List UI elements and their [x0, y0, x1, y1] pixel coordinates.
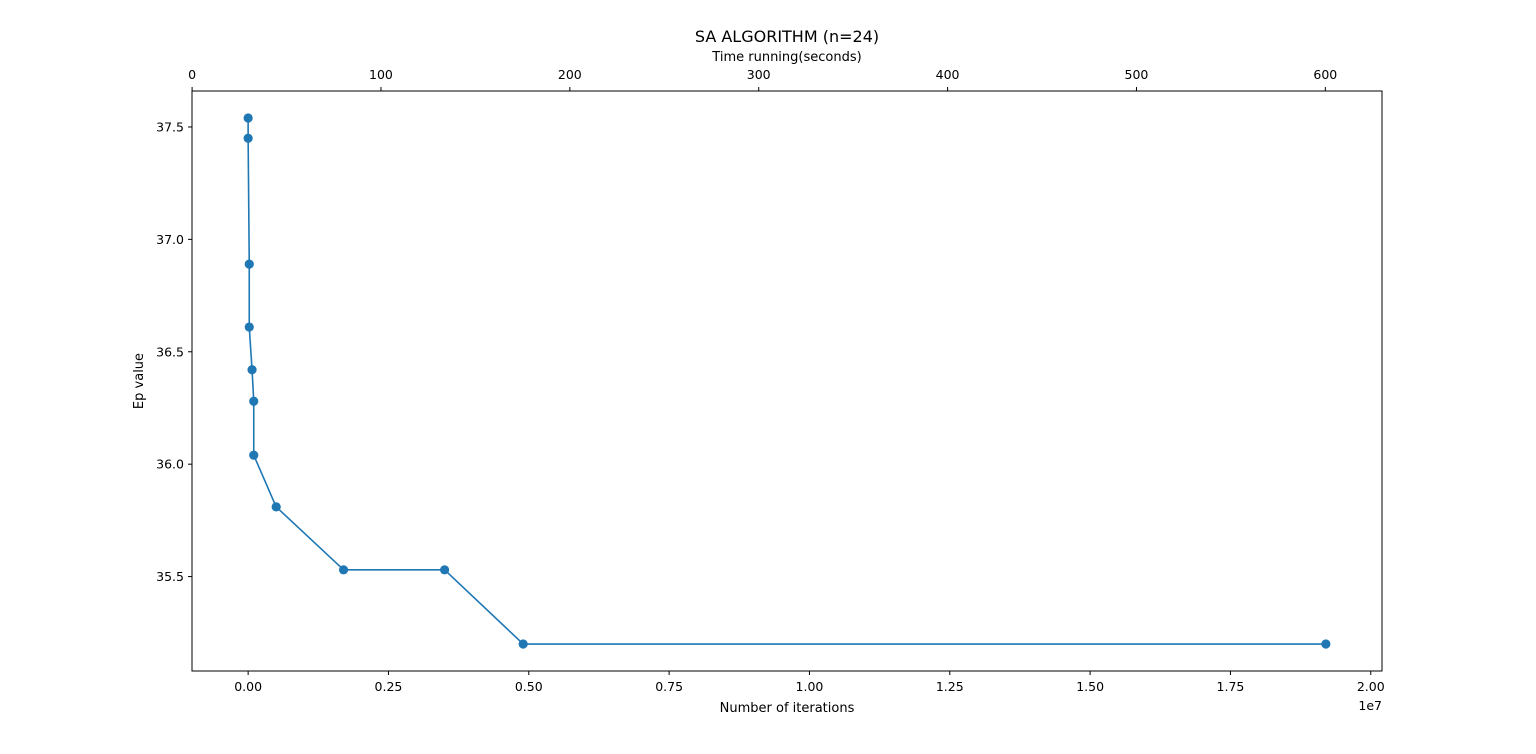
data-point: [244, 322, 254, 332]
x-tick-label: 0.00: [234, 679, 262, 694]
data-point: [249, 396, 259, 406]
x-tick-label: 1.75: [1217, 679, 1245, 694]
data-point: [249, 450, 259, 460]
data-point: [247, 365, 257, 375]
x2-tick-label: 600: [1313, 67, 1337, 82]
data-point: [244, 259, 254, 269]
data-point: [243, 133, 253, 143]
y-tick-label: 37.5: [156, 119, 184, 134]
x-tick-label: 1.50: [1076, 679, 1104, 694]
y-tick-label: 37.0: [156, 232, 184, 247]
x-tick-label: 0.25: [375, 679, 403, 694]
x-axis-offset-label: 1e7: [1358, 698, 1382, 713]
data-point: [271, 502, 281, 512]
x-tick-label: 1.25: [936, 679, 964, 694]
x2-tick-label: 100: [369, 67, 393, 82]
x2-tick-label: 0: [188, 67, 196, 82]
x-axis-label: Number of iterations: [720, 701, 855, 716]
data-point: [1321, 639, 1331, 649]
x-tick-label: 1.00: [796, 679, 824, 694]
y-tick-label: 35.5: [156, 569, 184, 584]
data-point: [243, 113, 253, 123]
x2-tick-label: 400: [936, 67, 960, 82]
y-axis-label: Ep value: [132, 353, 147, 409]
x2-tick-label: 300: [747, 67, 771, 82]
x2-tick-label: 500: [1125, 67, 1149, 82]
x-tick-label: 0.75: [655, 679, 683, 694]
chart-title: SA ALGORITHM (n=24): [695, 27, 879, 46]
plot-frame: [191, 90, 1383, 672]
x2-tick-label: 200: [558, 67, 582, 82]
data-point: [338, 565, 349, 575]
data-point: [518, 639, 528, 649]
x-tick-label: 0.50: [515, 679, 543, 694]
y-tick-label: 36.0: [156, 457, 184, 472]
plot-layer: 0.00 0.25 0.50 0.75 1.00 1.25 1.50 1.75 2.00 0 100…: [156, 67, 1385, 694]
y-tick-label: 36.5: [156, 344, 184, 359]
x-tick-label: 2.00: [1357, 679, 1385, 694]
data-point: [439, 565, 450, 575]
x2-axis-label: Time running(seconds): [711, 50, 861, 65]
series-line: [247, 117, 1326, 645]
